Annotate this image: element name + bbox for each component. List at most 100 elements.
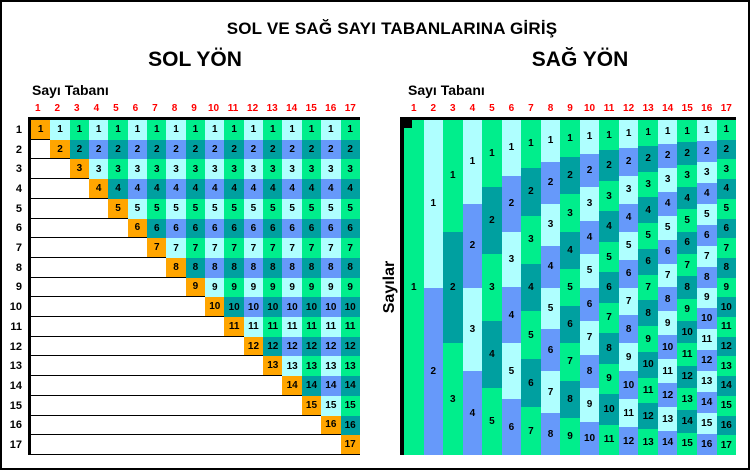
matrix-cell: 1 — [224, 120, 244, 140]
matrix-cell: 2 — [301, 139, 322, 160]
base-block: 3 — [560, 194, 580, 232]
empty-cell — [166, 415, 186, 436]
matrix-cell: 3 — [185, 159, 206, 180]
base-column: 1 2 3 4 5 6 7 8 9 10 11 12 13 14 15 — [677, 120, 697, 455]
matrix-cell: 12 — [282, 336, 302, 357]
matrix-cell: 5 — [166, 198, 186, 219]
empty-cell — [108, 395, 128, 416]
matrix-cell: 6 — [205, 218, 225, 239]
base-block: 8 — [716, 257, 737, 278]
base-block: 2 — [657, 143, 678, 168]
right-side-label: Sayılar — [381, 260, 398, 314]
matrix-cell: 11 — [243, 317, 264, 337]
empty-cell — [185, 317, 206, 337]
matrix-cell: 2 — [205, 139, 225, 160]
matrix-cell: 4 — [147, 179, 167, 199]
base-block: 15 — [677, 432, 697, 455]
matrix-cell: 6 — [224, 218, 244, 239]
empty-cell — [185, 395, 206, 416]
empty-cell — [166, 376, 186, 396]
empty-cell — [147, 317, 167, 337]
base-block: 6 — [696, 224, 717, 246]
matrix-cell: 3 — [147, 159, 167, 180]
diagonal-cell: 6 — [127, 218, 148, 239]
empty-cell — [89, 435, 109, 455]
empty-cell — [166, 277, 186, 298]
base-block: 12 — [716, 336, 737, 357]
base-block: 1 — [540, 120, 561, 162]
empty-cell — [89, 336, 109, 357]
base-block: 1 — [482, 120, 502, 187]
base-block: 12 — [657, 383, 678, 408]
empty-cell — [205, 336, 225, 357]
empty-cell — [166, 317, 186, 337]
empty-cell — [147, 336, 167, 357]
matrix-cell: 3 — [108, 159, 128, 180]
matrix-cell: 4 — [205, 179, 225, 199]
empty-cell — [127, 435, 148, 455]
matrix-cell: 9 — [321, 277, 341, 298]
empty-cell — [166, 435, 186, 455]
empty-cell — [108, 435, 128, 455]
base-block: 9 — [638, 326, 658, 352]
diagonal-cell: 4 — [89, 179, 109, 199]
matrix-cell: 9 — [243, 277, 264, 298]
base-block: 8 — [677, 276, 697, 299]
column-header: 14 — [286, 103, 298, 114]
matrix-cell: 9 — [282, 277, 302, 298]
matrix-cell: 2 — [243, 139, 264, 160]
empty-cell — [127, 356, 148, 377]
matrix-cell: 10 — [321, 297, 341, 318]
column-header: 14 — [662, 103, 674, 114]
empty-cell — [89, 376, 109, 396]
row-label: 15 — [9, 399, 22, 412]
empty-cell — [205, 415, 225, 436]
empty-cell — [127, 297, 148, 318]
base-block: 3 — [638, 171, 658, 198]
base-block: 6 — [560, 306, 580, 344]
empty-cell — [185, 435, 206, 455]
base-block: 6 — [618, 259, 639, 288]
base-block: 10 — [677, 320, 697, 344]
base-block: 1 — [404, 120, 424, 455]
empty-cell — [89, 395, 109, 416]
matrix-cell: 8 — [243, 257, 264, 278]
empty-cell — [50, 376, 70, 396]
empty-cell — [31, 317, 51, 337]
matrix-cell: 5 — [127, 198, 148, 219]
empty-cell — [108, 297, 128, 318]
matrix-cell: 9 — [340, 277, 360, 298]
empty-cell — [127, 277, 148, 298]
base-block: 2 — [599, 150, 619, 181]
empty-cell — [147, 297, 167, 318]
empty-cell — [50, 218, 70, 239]
base-block: 9 — [716, 277, 737, 298]
matrix-cell: 3 — [205, 159, 225, 180]
empty-cell — [108, 415, 128, 436]
empty-cell — [185, 415, 206, 436]
empty-cell — [108, 336, 128, 357]
empty-cell — [282, 395, 302, 416]
base-block: 5 — [618, 231, 639, 260]
matrix-cell: 3 — [321, 159, 341, 180]
base-block: 5 — [638, 223, 658, 249]
matrix-cell: 7 — [263, 238, 283, 258]
matrix-cell: 1 — [69, 120, 90, 140]
column-header: 11 — [227, 103, 239, 114]
base-block: 8 — [638, 300, 658, 327]
matrix-cell: 7 — [224, 238, 244, 258]
row-label: 14 — [9, 379, 22, 392]
matrix-cell: 4 — [263, 179, 283, 199]
matrix-cell: 5 — [321, 198, 341, 219]
empty-cell — [263, 395, 283, 416]
matrix-cell: 1 — [147, 120, 167, 140]
base-block: 2 — [696, 140, 717, 162]
column-header: 8 — [171, 103, 178, 114]
matrix-cell: 1 — [50, 120, 70, 140]
matrix-cell: 10 — [282, 297, 302, 318]
